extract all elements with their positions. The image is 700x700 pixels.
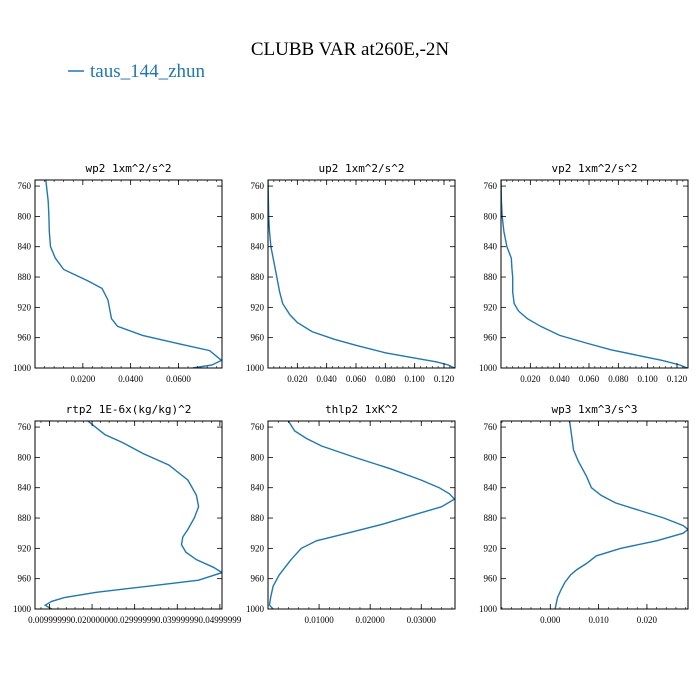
- series-line: [501, 180, 688, 368]
- y-tick-label: 960: [18, 574, 32, 584]
- x-tick-label: 0.03999999: [156, 615, 199, 625]
- series-line: [554, 421, 688, 609]
- x-tick-label: 0.02000000: [71, 615, 114, 625]
- x-tick-label: 0.000: [540, 615, 561, 625]
- y-tick-label: 880: [18, 272, 32, 282]
- x-tick-label: 0.040: [317, 374, 338, 384]
- x-tick-label: 0.080: [608, 374, 629, 384]
- x-tick-label: 0.02000: [356, 615, 386, 625]
- y-tick-label: 840: [18, 483, 32, 493]
- y-tick-label: 760: [18, 422, 32, 432]
- axes-frame: [267, 179, 456, 369]
- y-tick-label: 840: [18, 242, 32, 252]
- y-tick-label: 960: [251, 574, 265, 584]
- y-tick-label: 920: [18, 543, 32, 553]
- axes-frame: [500, 420, 689, 610]
- x-tick-label: 0.01000: [304, 615, 334, 625]
- y-tick-label: 1000: [246, 604, 265, 614]
- y-tick-label: 840: [251, 483, 265, 493]
- x-tick-label: 0.120: [434, 374, 455, 384]
- axes-frame: [34, 420, 223, 610]
- axes-frame: [34, 179, 223, 369]
- y-tick-label: 1000: [13, 363, 32, 373]
- figure-title: CLUBB VAR at260E,-2N: [251, 39, 450, 60]
- y-tick-label: 760: [18, 181, 32, 191]
- y-tick-label: 840: [484, 483, 498, 493]
- x-tick-label: 0.120: [667, 374, 688, 384]
- y-tick-label: 800: [484, 452, 498, 462]
- panel-2: up2 1xm^2/s^2 760 800 840 880 920 960 1000 0.020…: [246, 162, 456, 384]
- y-tick-label: 800: [251, 211, 265, 221]
- x-tick-label: 0.0600: [166, 374, 191, 384]
- series-line: [268, 180, 455, 368]
- y-tick-label: 920: [251, 543, 265, 553]
- x-tick-label: 0.020: [287, 374, 308, 384]
- series-line: [268, 421, 455, 609]
- x-tick-label: 0.060: [346, 374, 367, 384]
- axes-frame: [500, 179, 689, 369]
- y-tick-label: 760: [484, 181, 498, 191]
- y-tick-label: 1000: [479, 604, 498, 614]
- panel-5: thlp2 1xK^2 760 800 840 880 920 960 1000 0.01000…: [246, 403, 456, 625]
- axes-frame: [267, 420, 456, 610]
- x-tick-label: 0.010: [588, 615, 609, 625]
- panel-3: vp2 1xm^2/s^2 760 800 840 880 920 960 1000 0.020…: [479, 162, 689, 384]
- y-tick-label: 920: [484, 302, 498, 312]
- x-tick-label: 0.040: [550, 374, 571, 384]
- panel-title: thlp2 1xK^2: [325, 403, 398, 416]
- x-tick-label: 0.100: [405, 374, 426, 384]
- y-tick-label: 1000: [13, 604, 32, 614]
- panel-title: wp2 1xm^2/s^2: [85, 162, 171, 175]
- y-tick-label: 840: [251, 242, 265, 252]
- y-tick-label: 920: [18, 302, 32, 312]
- x-tick-label: 0.020: [520, 374, 541, 384]
- y-tick-label: 1000: [246, 363, 265, 373]
- figure-legend: taus_144_zhun: [68, 61, 206, 82]
- y-tick-label: 800: [18, 211, 32, 221]
- x-tick-label: 0.00999999: [28, 615, 71, 625]
- y-tick-label: 760: [251, 422, 265, 432]
- panel-1: wp2 1xm^2/s^2 760 800 840 880 920 960 1000 0.020…: [13, 162, 223, 384]
- y-tick-label: 960: [484, 574, 498, 584]
- x-tick-label: 0.04999999: [198, 615, 241, 625]
- panel-4: rtp2 1E-6x(kg/kg)^2 760 800 840 880 920 960 100…: [13, 403, 242, 625]
- y-tick-label: 800: [484, 211, 498, 221]
- y-tick-label: 880: [484, 513, 498, 523]
- panel-6: wp3 1xm^3/s^3 760 800 840 880 920 960 1000 0.000…: [479, 403, 689, 625]
- y-tick-label: 800: [18, 452, 32, 462]
- series-line: [43, 421, 222, 609]
- y-tick-label: 880: [484, 272, 498, 282]
- x-tick-label: 0.02999999: [113, 615, 156, 625]
- series-line: [45, 180, 222, 368]
- panel-title: up2 1xm^2/s^2: [318, 162, 404, 175]
- y-tick-label: 1000: [479, 363, 498, 373]
- y-tick-label: 880: [251, 272, 265, 282]
- panel-title: rtp2 1E-6x(kg/kg)^2: [66, 403, 192, 416]
- chart-panels: wp2 1xm^2/s^2 760 800 840 880 920 960 1000 0.020…: [13, 162, 689, 625]
- x-tick-label: 0.0200: [70, 374, 95, 384]
- y-tick-label: 920: [251, 302, 265, 312]
- x-tick-label: 0.100: [638, 374, 659, 384]
- y-tick-label: 920: [484, 543, 498, 553]
- x-tick-label: 0.03000: [407, 615, 437, 625]
- panel-title: wp3 1xm^3/s^3: [551, 403, 637, 416]
- y-tick-label: 960: [484, 333, 498, 343]
- y-tick-label: 960: [18, 333, 32, 343]
- panel-title: vp2 1xm^2/s^2: [551, 162, 637, 175]
- y-tick-label: 880: [18, 513, 32, 523]
- y-tick-label: 760: [484, 422, 498, 432]
- y-tick-label: 840: [484, 242, 498, 252]
- x-tick-label: 0.020: [637, 615, 658, 625]
- x-tick-label: 0.060: [579, 374, 600, 384]
- legend-label: taus_144_zhun: [90, 61, 206, 82]
- x-tick-label: 0.080: [375, 374, 396, 384]
- y-tick-label: 800: [251, 452, 265, 462]
- y-tick-label: 880: [251, 513, 265, 523]
- y-tick-label: 760: [251, 181, 265, 191]
- y-tick-label: 960: [251, 333, 265, 343]
- x-tick-label: 0.0400: [118, 374, 143, 384]
